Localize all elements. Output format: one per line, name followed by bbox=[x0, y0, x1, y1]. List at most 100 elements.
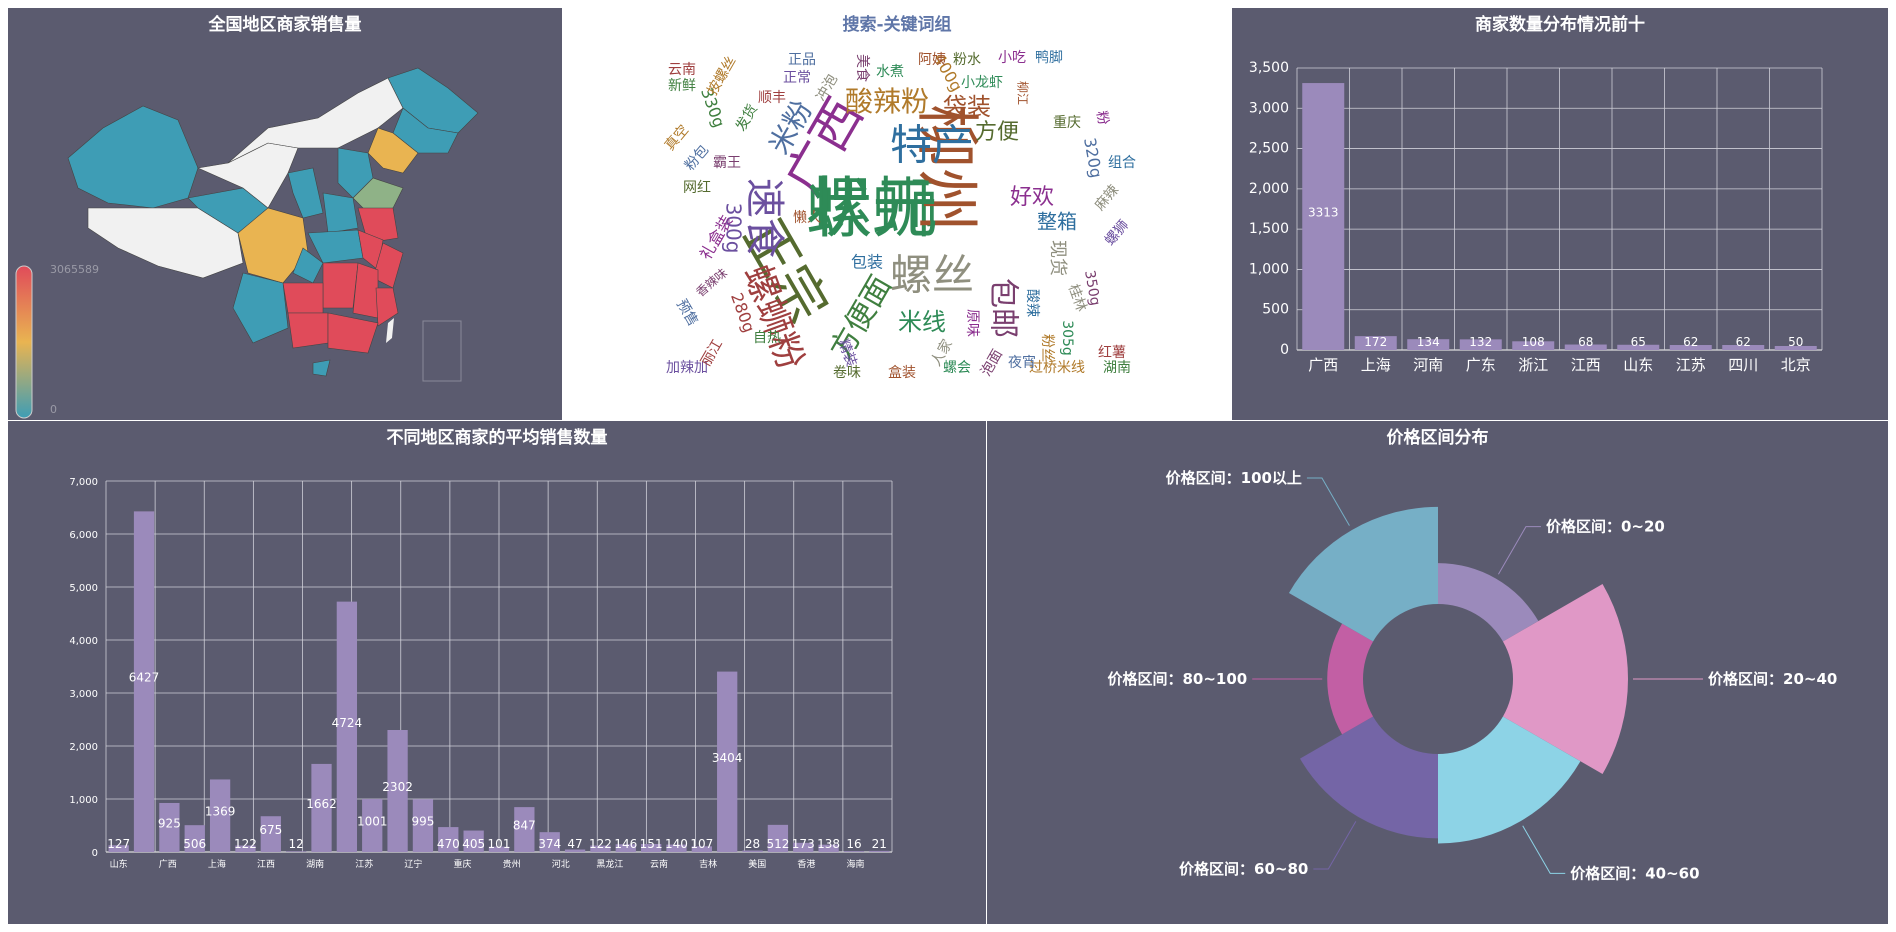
bar[interactable] bbox=[235, 845, 256, 852]
bar[interactable] bbox=[1564, 344, 1607, 350]
map-region-yunnan[interactable] bbox=[232, 272, 289, 344]
bar[interactable] bbox=[640, 843, 662, 852]
bar[interactable] bbox=[463, 830, 484, 852]
map-region-guangdong[interactable] bbox=[327, 312, 379, 354]
x-tick-label: 浙江 bbox=[1518, 356, 1548, 374]
cloud-word: 螺丝 bbox=[890, 251, 974, 300]
bar[interactable] bbox=[1722, 345, 1765, 350]
cloud-word: 特产 bbox=[890, 121, 974, 170]
bar[interactable] bbox=[843, 851, 865, 852]
bar-value-label: 21 bbox=[872, 837, 887, 851]
bar-value-label: 1001 bbox=[357, 814, 388, 828]
top10-title: 商家数量分布情况前十 bbox=[1475, 15, 1645, 35]
bar[interactable] bbox=[184, 825, 205, 852]
bar-value-label: 108 bbox=[1522, 335, 1545, 349]
rose-sector[interactable] bbox=[1438, 716, 1581, 844]
cloud-word: 原味 bbox=[964, 309, 980, 337]
map-region-shaanxi[interactable] bbox=[287, 167, 324, 219]
cloud-word: 状元 bbox=[806, 170, 938, 247]
bar[interactable] bbox=[336, 601, 358, 852]
cloud-word: 小吃 bbox=[998, 50, 1026, 66]
bar[interactable] bbox=[666, 844, 687, 852]
cloud-word: 正常 bbox=[783, 70, 811, 86]
bar-value-label: 172 bbox=[1364, 335, 1387, 349]
cloud-word: 鸭脚 bbox=[1035, 50, 1063, 66]
bar[interactable] bbox=[742, 850, 763, 852]
cloud-word: 320g bbox=[1080, 136, 1106, 179]
rose-label: 价格区间：0~20 bbox=[1546, 518, 1665, 536]
bar[interactable] bbox=[412, 799, 434, 852]
x-tick-label: 山东 bbox=[1623, 356, 1653, 374]
rose-sector[interactable] bbox=[1300, 716, 1438, 839]
map-region-xinjiang[interactable] bbox=[67, 105, 199, 209]
bar[interactable] bbox=[818, 844, 839, 852]
bar[interactable] bbox=[311, 763, 332, 852]
bar[interactable] bbox=[159, 802, 180, 852]
bar[interactable] bbox=[260, 816, 281, 852]
bar[interactable] bbox=[108, 845, 129, 852]
bar-value-label: 6427 bbox=[129, 671, 160, 685]
y-tick-label: 6,000 bbox=[69, 530, 98, 541]
bar[interactable] bbox=[1407, 339, 1450, 350]
cloud-word: 袋装 bbox=[943, 93, 991, 121]
bar[interactable] bbox=[539, 832, 560, 852]
cloud-word: 350g bbox=[1081, 269, 1103, 307]
map-region-taiwan[interactable] bbox=[386, 318, 394, 343]
y-tick-label: 0 bbox=[1280, 342, 1289, 358]
bar[interactable] bbox=[438, 827, 459, 852]
map-region-tibet[interactable] bbox=[87, 207, 244, 279]
bar-value-label: 140 bbox=[665, 837, 688, 851]
bar[interactable] bbox=[767, 824, 789, 852]
bar[interactable] bbox=[209, 779, 231, 852]
cloud-word: 正品 bbox=[788, 52, 816, 68]
price-rose-chart: 价格区间：0~20 价格区间：20~40 价格区间：40~60 价格区间：60~80 价… bbox=[1107, 469, 1837, 882]
cloud-word: 云南 bbox=[668, 62, 696, 78]
rose-sector[interactable] bbox=[1327, 623, 1374, 735]
cloud-word: 酸辣粉 bbox=[845, 85, 929, 118]
bar[interactable] bbox=[691, 846, 712, 852]
bar[interactable] bbox=[286, 851, 307, 852]
cloud-word: 柳江 bbox=[1016, 81, 1030, 105]
bar[interactable] bbox=[1459, 339, 1502, 350]
bar-value-label: 374 bbox=[538, 837, 561, 851]
sales-map-panel: 全国地区商家销售量 3065589 0 bbox=[8, 8, 562, 420]
map-region-fujian[interactable] bbox=[375, 287, 399, 327]
bar[interactable] bbox=[133, 511, 155, 852]
bar[interactable] bbox=[590, 845, 611, 852]
cloud-word: 过桥米线 bbox=[1029, 360, 1085, 376]
bar[interactable] bbox=[514, 807, 535, 852]
map-region-hunan[interactable] bbox=[322, 262, 359, 309]
bar-value-label: 65 bbox=[1631, 335, 1646, 349]
label-leader-line bbox=[1522, 825, 1566, 874]
map-region-guizhou[interactable] bbox=[282, 282, 324, 314]
bar[interactable] bbox=[717, 671, 738, 852]
x-tick-label: 江西 bbox=[1571, 356, 1601, 374]
bar[interactable] bbox=[362, 798, 383, 852]
cloud-word: 柳州 bbox=[908, 104, 982, 232]
map-region-hainan[interactable] bbox=[312, 359, 331, 377]
cloud-word: 螺蛳 bbox=[806, 170, 938, 247]
bar[interactable] bbox=[387, 729, 408, 852]
bar[interactable] bbox=[1669, 345, 1712, 350]
map-region-guangxi[interactable] bbox=[287, 312, 329, 349]
x-tick-label: 香港 bbox=[797, 858, 815, 870]
bar[interactable] bbox=[615, 844, 636, 852]
bar[interactable] bbox=[1617, 344, 1660, 350]
bar[interactable] bbox=[564, 849, 586, 852]
bar[interactable] bbox=[1774, 345, 1817, 350]
bar[interactable] bbox=[1302, 83, 1345, 350]
bar[interactable] bbox=[488, 846, 510, 852]
bar[interactable] bbox=[869, 850, 890, 852]
bar-value-label: 107 bbox=[690, 837, 713, 851]
bar[interactable] bbox=[1354, 336, 1397, 350]
rose-sector[interactable] bbox=[1502, 584, 1628, 774]
cloud-word: 螺会 bbox=[943, 360, 971, 376]
bar[interactable] bbox=[793, 842, 814, 852]
map-region-henan[interactable] bbox=[322, 192, 359, 234]
cloud-word: 螺狮 bbox=[1102, 217, 1132, 249]
bar[interactable] bbox=[1512, 341, 1555, 350]
y-tick-label: 2,500 bbox=[1249, 141, 1289, 157]
rose-sector[interactable] bbox=[1438, 563, 1539, 642]
bar-value-label: 146 bbox=[614, 837, 637, 851]
rose-sector[interactable] bbox=[1288, 506, 1438, 642]
